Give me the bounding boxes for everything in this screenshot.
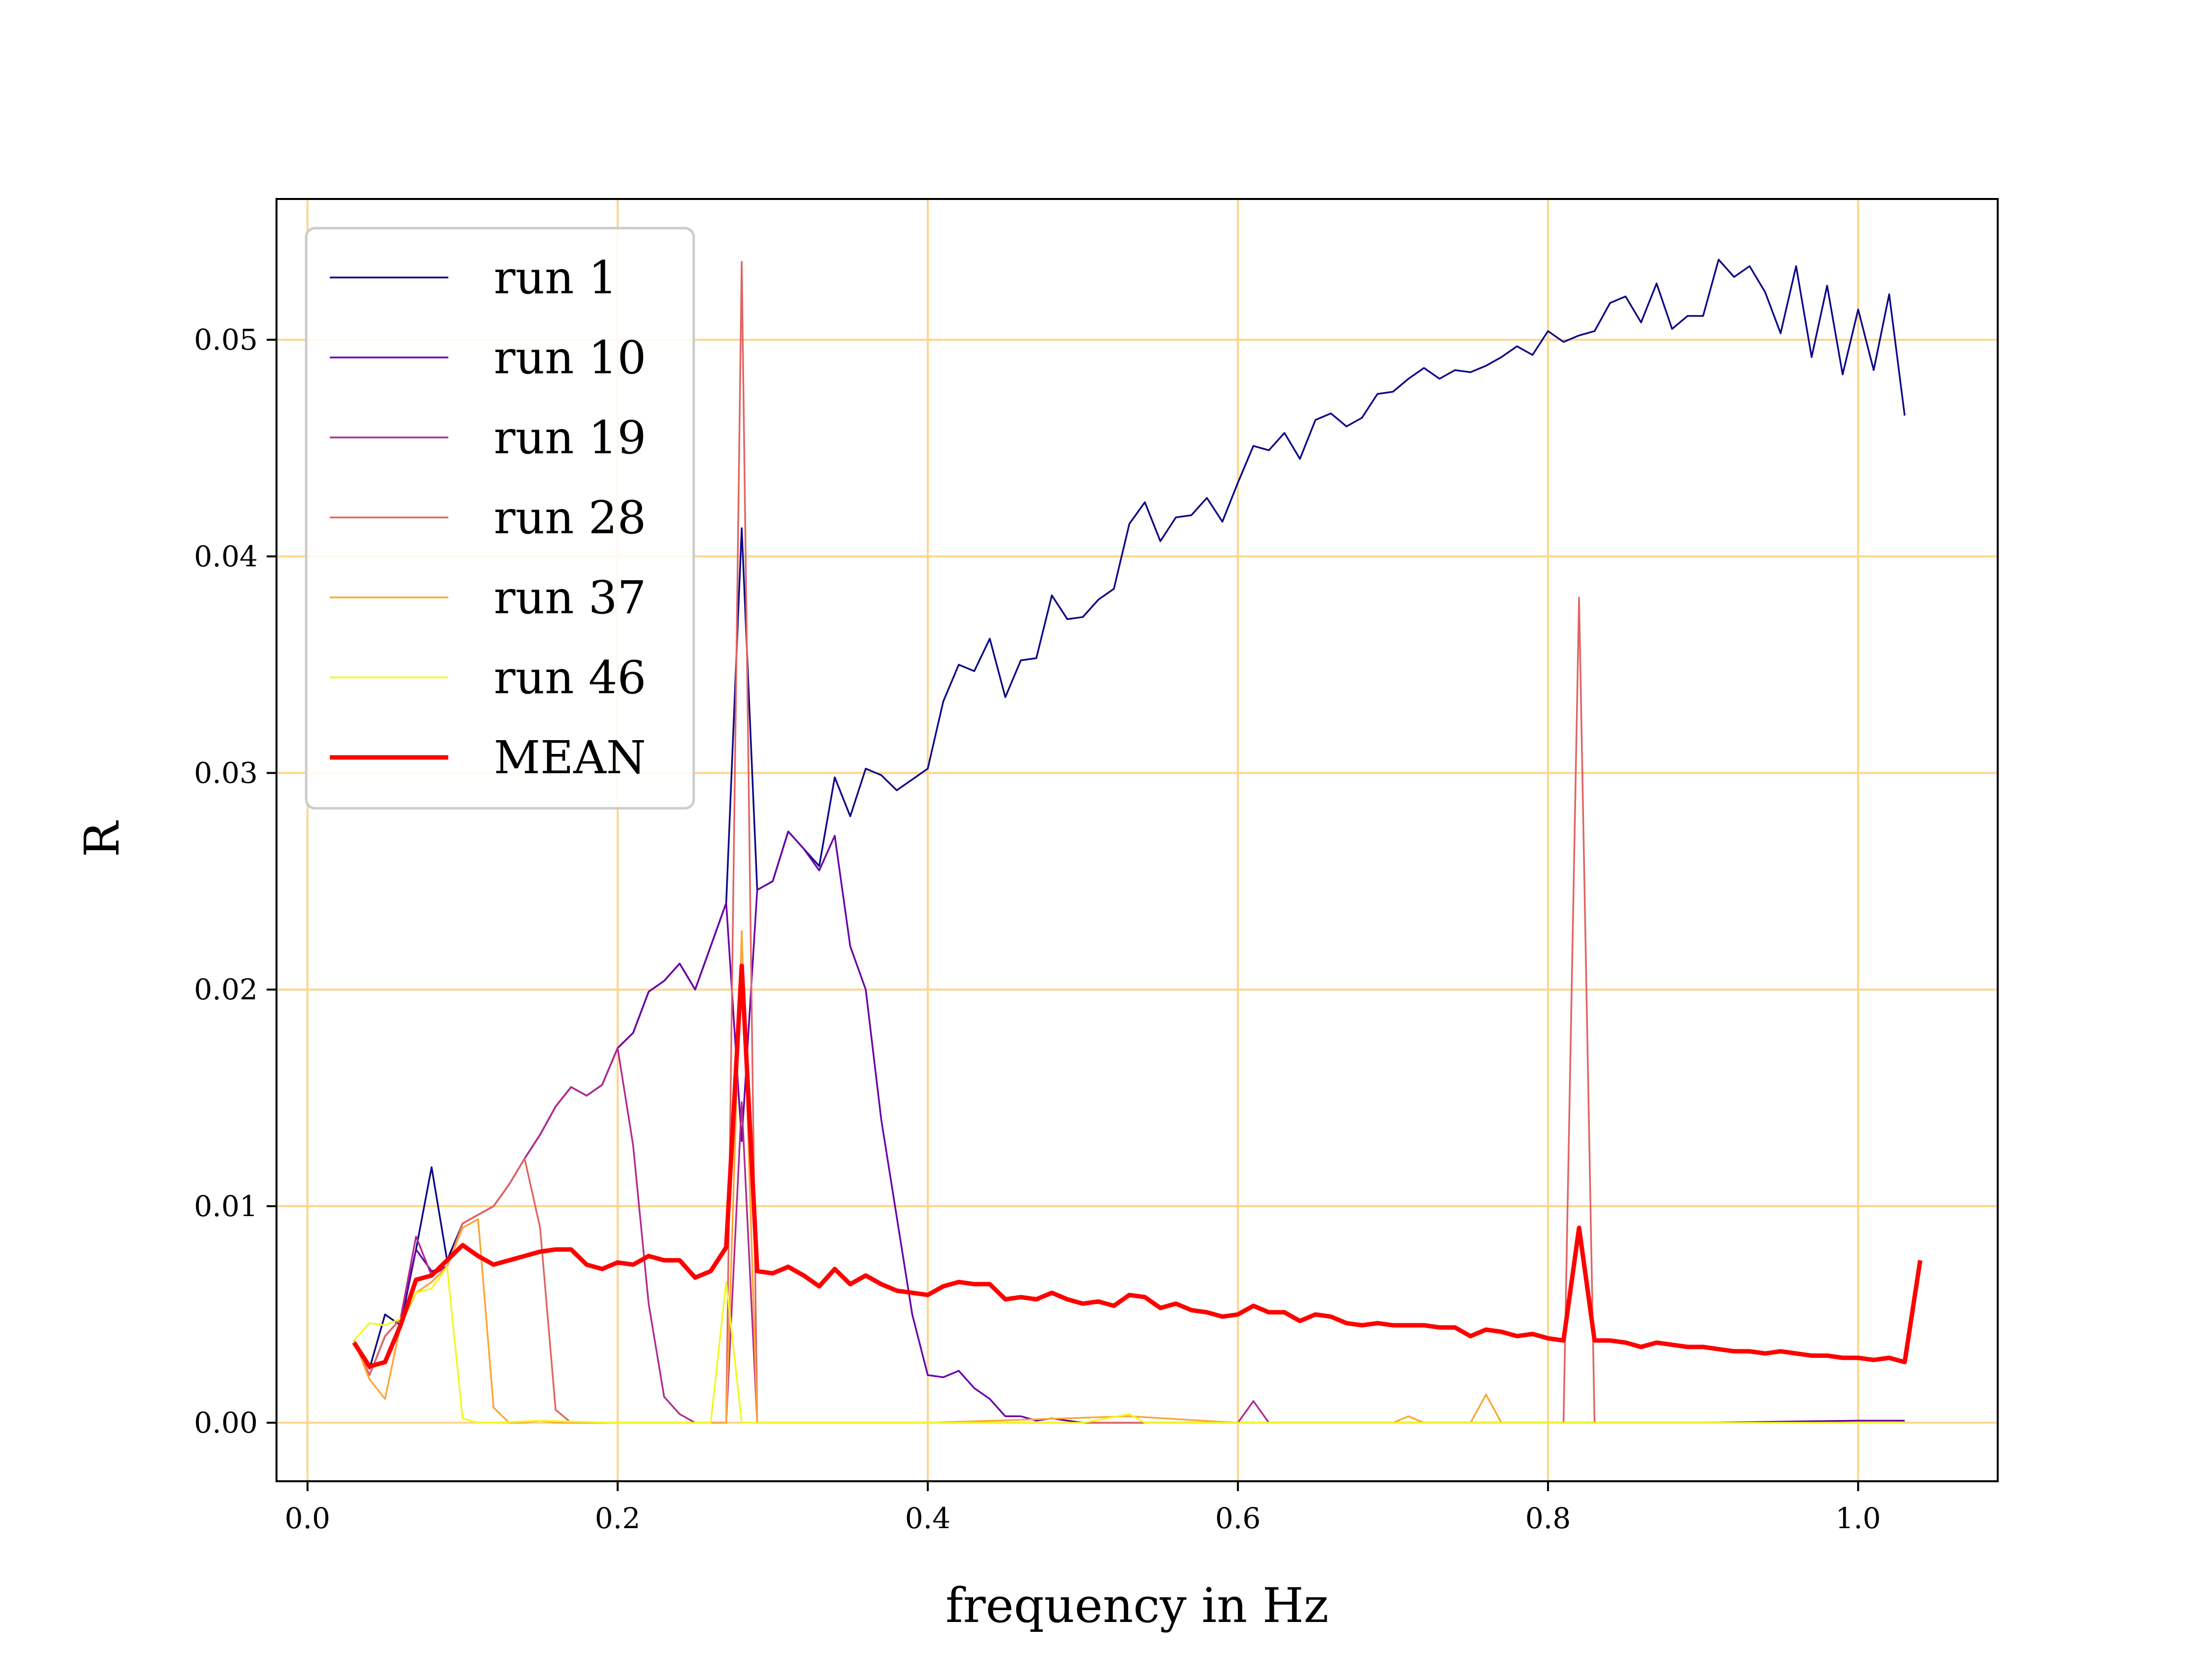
x-tick-label: 0.6 [1215,1501,1261,1535]
x-tick-label: 0.8 [1525,1501,1571,1535]
series-line-run-46 [353,1265,1905,1424]
plot-frame [276,198,1999,1482]
grid [276,199,1998,1481]
series-layer [352,259,1923,1424]
y-tick-label: 0.00 [194,1406,258,1440]
legend-box [305,227,695,810]
x-tick-label: 0.4 [905,1501,950,1535]
x-axis-title: frequency in Hz [946,1578,1329,1633]
legend-label: MEAN [494,731,646,784]
x-tick-label: 1.0 [1835,1501,1881,1535]
legend-label: run 37 [494,571,646,624]
x-axis: 0.0 0.2 0.4 0.6 0.8 1.0 [285,1481,1881,1535]
legend-label: run 10 [494,331,646,384]
x-tick-label: 0.2 [595,1501,640,1535]
legend: run 1 run 10 run 19 run 28 run 37 run 46 MEAN [305,227,695,810]
series-line-mean [352,963,1923,1369]
series-line-run-37 [353,930,1905,1424]
y-tick-label: 0.01 [194,1189,258,1223]
y-tick-label: 0.02 [194,973,258,1006]
legend-label: run 28 [494,491,646,544]
legend-label: run 1 [494,251,617,304]
legend-label: run 19 [494,411,646,464]
y-axis-title: R [75,820,130,857]
y-tick-label: 0.04 [194,540,258,573]
y-tick-label: 0.03 [194,756,258,790]
x-tick-label: 0.0 [285,1501,330,1535]
y-tick-label: 0.05 [194,323,258,356]
legend-label: run 46 [494,651,646,704]
y-axis: 0.00 0.01 0.02 0.03 0.04 0.05 [194,323,276,1440]
